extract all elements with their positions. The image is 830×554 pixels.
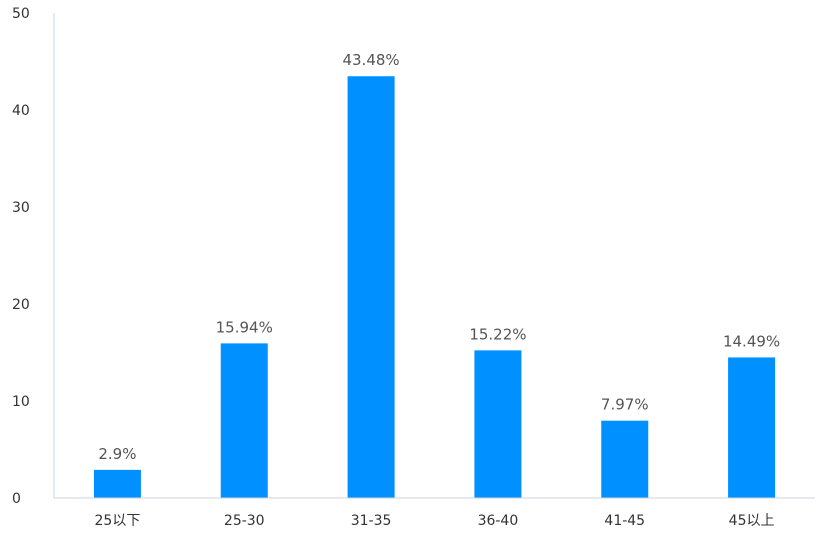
x-tick-label: 31-35 <box>351 513 392 529</box>
data-label: 15.22% <box>469 325 526 343</box>
data-label: 7.97% <box>601 396 649 414</box>
data-label: 14.49% <box>723 332 780 350</box>
x-tick-label: 36-40 <box>478 513 519 529</box>
data-labels: 2.9% 15.94% 43.48% 15.22% 7.97% 14.49% <box>98 51 780 463</box>
bar <box>728 357 776 498</box>
x-axis: 25以下 25-30 31-35 36-40 41-45 45以上 <box>54 497 815 529</box>
x-tick-label: 45以上 <box>729 513 775 529</box>
bar <box>347 76 395 498</box>
bar <box>601 420 649 498</box>
data-label: 15.94% <box>216 318 273 336</box>
bar <box>93 469 141 498</box>
y-tick-label: 50 <box>12 6 30 22</box>
y-tick-label: 20 <box>12 297 30 313</box>
y-tick-label: 30 <box>12 200 30 216</box>
y-tick-label: 40 <box>12 103 30 119</box>
x-tick-label: 25以下 <box>95 513 141 529</box>
x-tick-label: 25-30 <box>224 513 265 529</box>
y-tick-label: 10 <box>12 394 30 410</box>
data-label: 2.9% <box>98 445 136 463</box>
y-tick-label: 0 <box>12 491 21 507</box>
y-axis: 0 10 20 30 40 50 <box>12 6 55 507</box>
bar <box>220 343 268 498</box>
bars <box>93 76 776 498</box>
bar <box>474 350 522 498</box>
x-tick-label: 41-45 <box>604 513 645 529</box>
data-label: 43.48% <box>342 51 399 69</box>
